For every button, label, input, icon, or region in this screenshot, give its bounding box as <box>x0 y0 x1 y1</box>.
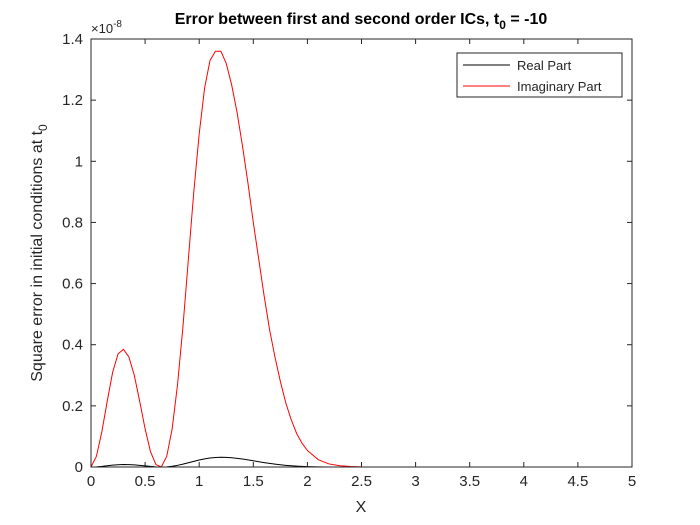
x-tick-label: 4 <box>520 473 528 490</box>
x-tick-label: 1 <box>195 473 203 490</box>
y-axis-exponent: ×10-8 <box>91 19 122 36</box>
legend: Real Part Imaginary Part <box>456 52 623 98</box>
axes-box <box>90 38 633 468</box>
y-tick-label: 1.2 <box>62 92 83 109</box>
y-tick-label: 0 <box>75 459 83 476</box>
x-tick-label: 3.5 <box>459 473 480 490</box>
y-axis-label-main: Square error in initial conditions at t <box>29 130 46 381</box>
y-tick-label: 1 <box>75 153 83 170</box>
legend-label-real: Real Part <box>517 58 572 73</box>
y-axis-label: Square error in initial conditions at t0 <box>29 124 50 382</box>
y-tick-label: 0.2 <box>62 398 83 415</box>
y-tick-label: 0.6 <box>62 276 83 293</box>
x-tick-label: 0 <box>87 473 95 490</box>
y-axis-label-subscript: 0 <box>36 124 50 131</box>
x-axis-label: X <box>356 499 367 516</box>
chart-title: Error between first and second order ICs… <box>175 11 548 32</box>
y-tick-label: 1.4 <box>62 31 83 48</box>
legend-label-imaginary: Imaginary Part <box>517 79 602 94</box>
chart-title-suffix: = -10 <box>506 11 547 28</box>
chart-title-main: Error between first and second order ICs… <box>175 11 500 28</box>
y-axis-exponent-power: -8 <box>113 19 122 30</box>
x-tick-label: 0.5 <box>135 473 156 490</box>
x-tick-label: 1.5 <box>243 473 264 490</box>
plot-area <box>91 39 632 467</box>
y-axis-exponent-base: ×10 <box>91 21 113 36</box>
y-tick-label: 0.4 <box>62 337 83 354</box>
x-tick-label: 2.5 <box>351 473 372 490</box>
x-tick-label: 3 <box>411 473 419 490</box>
x-tick-label: 2 <box>303 473 311 490</box>
y-tick-label: 0.8 <box>62 214 83 231</box>
legend-box <box>456 52 623 98</box>
chart-title-subscript: 0 <box>499 18 506 32</box>
x-tick-label: 5 <box>628 473 636 490</box>
x-tick-label: 4.5 <box>567 473 588 490</box>
series-line-imaginary-part <box>90 50 632 468</box>
